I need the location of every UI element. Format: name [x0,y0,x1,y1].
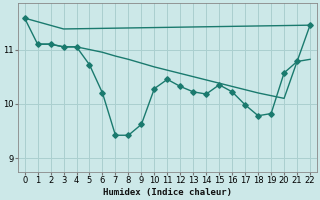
X-axis label: Humidex (Indice chaleur): Humidex (Indice chaleur) [103,188,232,197]
